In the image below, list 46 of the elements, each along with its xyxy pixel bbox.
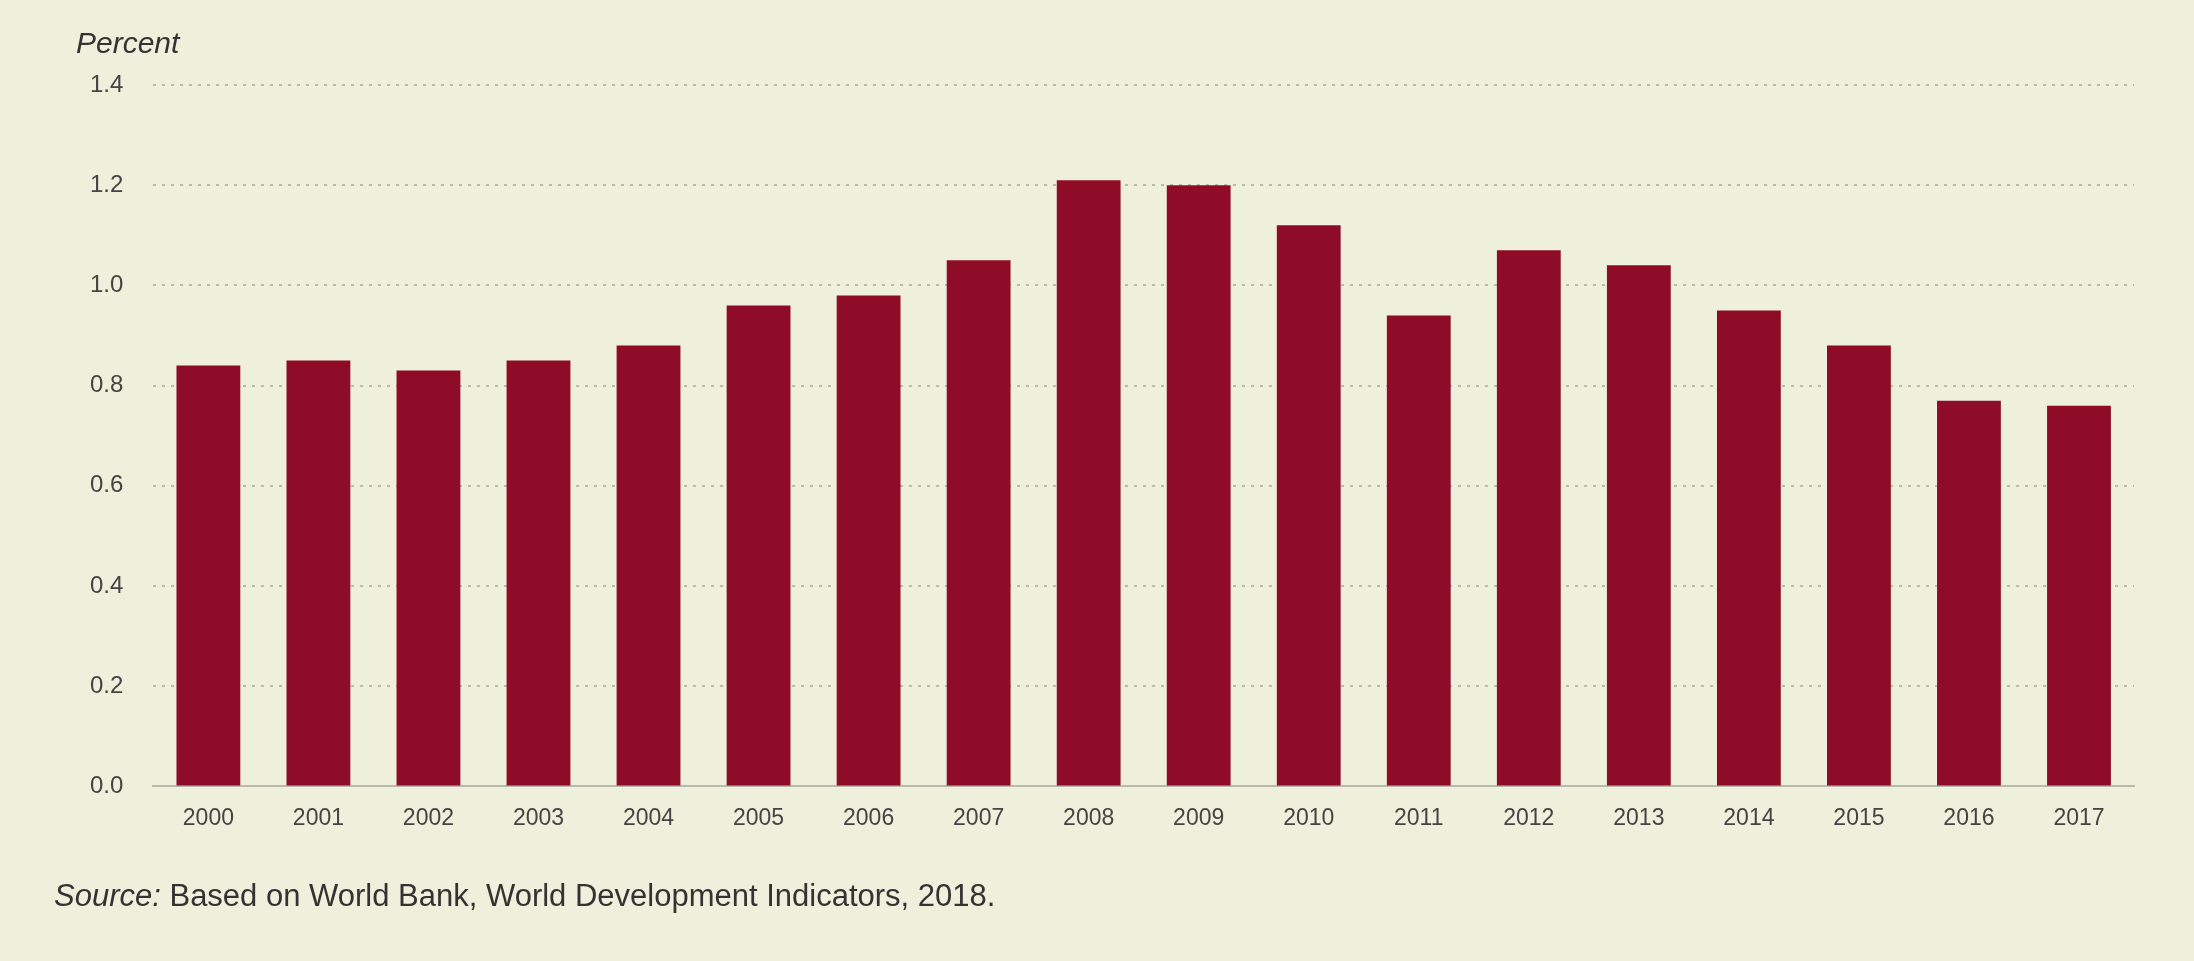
bar: [1386, 315, 1451, 786]
bar: [176, 365, 241, 786]
bar: [1827, 345, 1891, 786]
bar: [286, 360, 351, 786]
bar: [506, 360, 571, 786]
source-note: Source: Based on World Bank, World Development Indicators, 2018.: [54, 878, 996, 914]
y-tick-label: 0.2: [89, 670, 124, 698]
x-tick-label: 2008: [1063, 803, 1115, 830]
bar: [1276, 225, 1341, 786]
y-tick-label: 1.0: [89, 270, 124, 298]
bar: [946, 260, 1011, 786]
bar: [1056, 180, 1121, 786]
y-tick-label: 0.4: [89, 570, 124, 598]
x-tick-label: 2015: [1833, 803, 1885, 830]
bar: [1496, 250, 1561, 786]
x-tick-label: 2002: [402, 803, 455, 830]
x-tick-label: 2007: [953, 803, 1005, 830]
bar: [1937, 400, 2001, 786]
x-tick-label: 2000: [182, 803, 234, 830]
x-tick-label: 2004: [622, 803, 675, 830]
bar: [726, 305, 791, 786]
bar: [1166, 185, 1231, 786]
bar: [836, 295, 901, 786]
bar: [1716, 310, 1781, 786]
bar: [2047, 405, 2111, 786]
bar: [616, 345, 681, 786]
x-tick-label: 2009: [1173, 803, 1225, 830]
y-axis-title: Percent: [76, 26, 182, 60]
x-tick-label: 2005: [732, 803, 785, 830]
x-tick-label: 2006: [843, 803, 895, 830]
x-tick-label: 2010: [1283, 803, 1335, 830]
y-tick-label: 0.0: [89, 771, 124, 799]
y-tick-label: 1.2: [89, 169, 124, 197]
y-tick-label: 0.6: [89, 470, 124, 498]
x-tick-label: 2003: [512, 803, 565, 830]
x-tick-label: 2011: [1394, 803, 1444, 830]
x-tick-label: 2017: [2053, 803, 2105, 830]
bar: [1606, 265, 1671, 786]
y-tick-label: 0.8: [89, 370, 124, 398]
x-tick-label: 2016: [1943, 803, 1995, 830]
x-tick-label: 2014: [1723, 803, 1775, 830]
x-tick-label: 2013: [1613, 803, 1665, 830]
x-tick-label: 2001: [292, 803, 344, 830]
x-tick-label: 2012: [1503, 803, 1555, 830]
bar: [396, 370, 461, 786]
y-tick-label: 1.4: [89, 69, 124, 97]
